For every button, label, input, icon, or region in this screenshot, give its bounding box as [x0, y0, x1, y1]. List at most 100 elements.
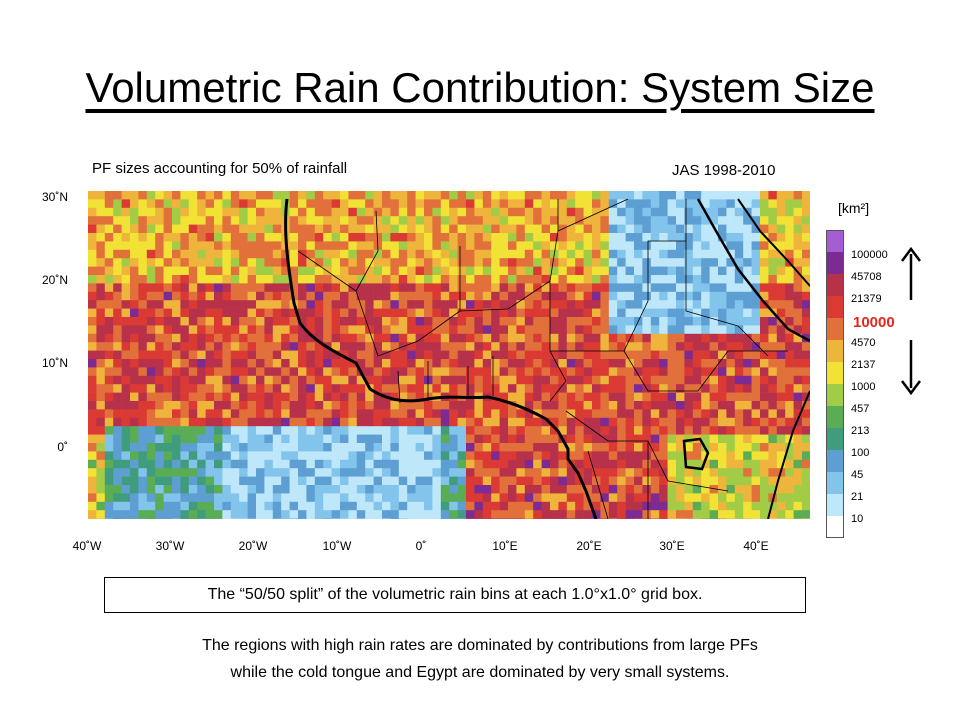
map-grid-cell	[768, 426, 778, 435]
map-grid-cell	[499, 367, 509, 377]
map-grid-cell	[482, 207, 492, 217]
map-grid-cell	[550, 275, 559, 284]
map-grid-cell	[440, 300, 450, 309]
map-grid-cell	[230, 451, 240, 461]
map-grid-cell	[718, 191, 727, 200]
map-grid-cell	[205, 224, 215, 234]
map-grid-cell	[264, 249, 274, 259]
map-grid-cell	[398, 493, 408, 503]
map-grid-cell	[348, 333, 358, 343]
map-grid-cell	[197, 426, 206, 435]
map-grid-cell	[499, 426, 509, 435]
map-grid-cell	[457, 258, 467, 267]
map-grid-cell	[650, 283, 660, 293]
map-grid-cell	[239, 485, 248, 494]
map-grid-cell	[440, 459, 450, 469]
map-grid-cell	[776, 233, 786, 242]
map-grid-cell	[575, 207, 584, 217]
map-grid-cell	[726, 291, 736, 301]
map-grid-cell	[667, 501, 677, 511]
map-grid-cell	[701, 291, 710, 301]
map-grid-cell	[239, 350, 248, 360]
map-grid-cell	[760, 266, 769, 276]
map-grid-cell	[701, 308, 710, 318]
map-grid-cell	[751, 443, 761, 452]
map-grid-cell	[608, 434, 618, 444]
map-grid-cell	[751, 266, 761, 276]
map-grid-cell	[642, 224, 652, 234]
map-grid-cell	[390, 317, 400, 326]
map-grid-cell	[802, 401, 810, 410]
map-grid-cell	[365, 317, 374, 326]
map-grid-cell	[634, 375, 643, 385]
map-grid-cell	[692, 443, 702, 452]
map-grid-cell	[138, 434, 148, 444]
map-grid-cell	[776, 459, 786, 469]
map-grid-cell	[390, 392, 400, 402]
rainfall-map	[88, 191, 810, 519]
map-grid-cell	[415, 384, 425, 393]
map-grid-cell	[415, 434, 425, 444]
map-grid-cell	[440, 233, 450, 242]
map-grid-cell	[398, 510, 408, 519]
map-grid-cell	[583, 443, 593, 452]
map-grid-cell	[726, 384, 736, 393]
map-grid-cell	[247, 501, 257, 511]
map-grid-cell	[407, 510, 416, 519]
map-grid-cell	[667, 241, 677, 251]
map-grid-cell	[550, 199, 559, 209]
border-line	[297, 210, 379, 292]
map-grid-cell	[776, 384, 786, 393]
map-grid-cell	[449, 258, 458, 267]
map-grid-cell	[776, 199, 786, 209]
map-grid-cell	[583, 275, 593, 284]
map-grid-cell	[508, 275, 517, 284]
map-grid-cell	[751, 224, 761, 234]
map-grid-cell	[340, 434, 349, 444]
map-grid-cell	[617, 359, 626, 368]
map-grid-cell	[188, 367, 198, 377]
map-grid-cell	[331, 266, 341, 276]
map-grid-cell	[214, 501, 223, 511]
map-grid-cell	[608, 233, 618, 242]
map-grid-cell	[684, 459, 694, 469]
map-grid-cell	[121, 191, 131, 200]
map-grid-cell	[491, 342, 500, 351]
map-grid-cell	[676, 426, 685, 435]
map-grid-cell	[558, 476, 568, 486]
map-grid-cell	[272, 291, 282, 301]
map-grid-cell	[709, 199, 719, 209]
map-grid-cell	[398, 275, 408, 284]
map-grid-cell	[96, 207, 106, 217]
map-grid-cell	[289, 199, 299, 209]
map-grid-cell	[634, 275, 643, 284]
map-grid-cell	[348, 501, 358, 511]
map-grid-cell	[415, 233, 425, 242]
map-grid-cell	[424, 291, 433, 301]
map-grid-cell	[482, 333, 492, 343]
map-grid-cell	[550, 258, 559, 267]
map-grid-cell	[692, 409, 702, 419]
map-grid-cell	[625, 283, 635, 293]
map-grid-cell	[121, 275, 131, 284]
map-grid-cell	[172, 392, 181, 402]
map-grid-cell	[298, 434, 307, 444]
map-grid-cell	[155, 493, 164, 503]
map-grid-cell	[130, 317, 139, 326]
footnote-line-1: The regions with high rain rates are dom…	[202, 637, 758, 654]
map-grid-cell	[583, 392, 593, 402]
map-grid-cell	[608, 485, 618, 494]
map-grid-cell	[499, 375, 509, 385]
map-grid-cell	[600, 367, 610, 377]
map-grid-cell	[197, 367, 206, 377]
map-grid-cell	[449, 342, 458, 351]
map-grid-cell	[516, 384, 526, 393]
map-grid-cell	[214, 258, 223, 267]
map-grid-cell	[709, 375, 719, 385]
map-grid-cell	[188, 275, 198, 284]
map-grid-cell	[407, 426, 416, 435]
map-grid-cell	[743, 308, 752, 318]
map-grid-cell	[726, 476, 736, 486]
map-grid-cell	[650, 249, 660, 259]
map-grid-cell	[566, 434, 576, 444]
